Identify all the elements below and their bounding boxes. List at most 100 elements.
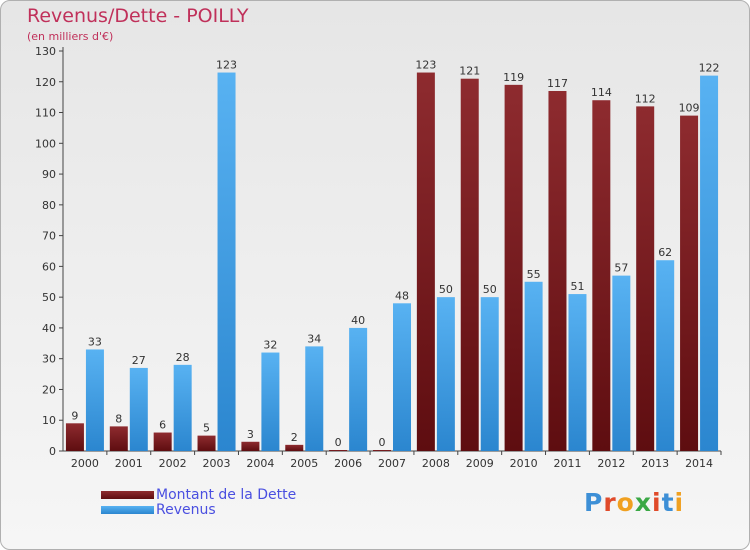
x-tick-label: 2002	[159, 457, 187, 470]
bar-revenus	[85, 349, 104, 451]
legend-swatch-dette	[101, 491, 154, 499]
bar-revenus	[436, 297, 455, 451]
chart-title: Revenus/Dette - POILLY	[27, 5, 249, 27]
data-label-dette: 117	[547, 77, 568, 90]
data-label-revenus: 40	[351, 314, 365, 327]
data-label-revenus: 34	[307, 332, 321, 345]
bar-dette	[416, 72, 435, 452]
data-label-dette: 3	[247, 428, 254, 441]
data-label-revenus: 50	[483, 283, 497, 296]
y-tick-label: 90	[42, 168, 56, 181]
data-label-dette: 112	[635, 92, 656, 105]
x-tick-label: 2009	[466, 457, 494, 470]
bar-revenus	[217, 72, 236, 452]
data-label-dette: 0	[335, 436, 342, 449]
data-label-dette: 114	[591, 86, 612, 99]
data-label-dette: 5	[203, 422, 210, 435]
bar-revenus	[261, 352, 280, 451]
bar-dette	[460, 78, 479, 451]
y-tick-label: 70	[42, 230, 56, 243]
y-tick-label: 30	[42, 353, 56, 366]
bar-revenus	[524, 281, 543, 451]
bar-revenus	[393, 303, 411, 451]
x-tick-label: 2000	[71, 457, 99, 470]
data-labels: 9 33 8 27 6 28 5 123 3 32 2 34 0 40 0 48 123 50 121 50 119 55…	[71, 59, 719, 449]
data-label-dette: 8	[115, 412, 122, 425]
data-label-revenus: 123	[216, 59, 237, 72]
y-tick-label: 110	[35, 107, 56, 120]
bar-dette	[109, 426, 128, 451]
bar-dette	[329, 450, 348, 451]
data-label-dette: 6	[159, 419, 166, 432]
y-tick-label: 130	[35, 45, 56, 58]
y-tick-label: 50	[42, 291, 56, 304]
x-tick-label: 2006	[334, 457, 362, 470]
bar-revenus	[480, 297, 499, 451]
x-tick-label: 2008	[422, 457, 450, 470]
data-label-dette: 123	[415, 59, 436, 72]
legend-label-revenus: Revenus	[156, 502, 216, 518]
bar-dette	[197, 435, 216, 451]
data-label-revenus: 32	[263, 339, 277, 352]
data-label-revenus: 48	[395, 289, 409, 302]
data-label-dette: 119	[503, 71, 524, 84]
y-tick-label: 20	[42, 383, 56, 396]
data-label-dette: 0	[379, 436, 386, 449]
y-tick-label: 60	[42, 260, 56, 273]
bar-revenus	[173, 364, 192, 451]
bar-dette	[548, 91, 567, 451]
bar-revenus	[568, 294, 587, 451]
chart-subtitle: (en milliers d'€)	[27, 30, 114, 43]
data-label-revenus: 55	[527, 268, 541, 281]
bar-dette	[636, 106, 655, 451]
x-tick-label: 2007	[378, 457, 406, 470]
x-tick-label: 2014	[685, 457, 713, 470]
bar-dette	[680, 115, 699, 451]
bar-revenus	[305, 346, 324, 451]
data-label-revenus: 50	[439, 283, 453, 296]
data-label-revenus: 57	[614, 262, 628, 275]
y-tick-label: 40	[42, 322, 56, 335]
x-tick-label: 2011	[553, 457, 581, 470]
data-label-revenus: 51	[570, 280, 584, 293]
y-tick-label: 100	[35, 137, 56, 150]
bar-revenus	[129, 367, 148, 451]
bar-dette	[153, 432, 172, 451]
data-label-revenus: 122	[699, 62, 720, 75]
x-tick-label: 2013	[641, 457, 669, 470]
bar-revenus	[612, 275, 631, 451]
data-label-revenus: 28	[176, 351, 190, 364]
y-tick-label: 80	[42, 199, 56, 212]
bar-dette	[504, 84, 523, 451]
bar-revenus	[349, 327, 368, 451]
y-tick-label: 10	[42, 414, 56, 427]
data-label-dette: 109	[679, 102, 700, 115]
bar-dette	[241, 441, 260, 451]
x-tick-label: 2001	[115, 457, 143, 470]
data-label-revenus: 33	[88, 335, 102, 348]
data-label-dette: 2	[291, 431, 298, 444]
data-label-dette: 9	[71, 409, 78, 422]
legend-label-dette: Montant de la Dette	[156, 487, 297, 503]
y-tick-label: 120	[35, 76, 56, 89]
bar-revenus	[656, 260, 675, 451]
y-tick-label: 0	[49, 445, 56, 458]
bar-revenus	[700, 75, 719, 451]
legend-swatch-revenus	[101, 506, 154, 514]
proxiti-logo: Proxiti	[584, 488, 685, 517]
bars	[65, 72, 719, 452]
x-tick-label: 2012	[597, 457, 625, 470]
data-label-dette: 121	[459, 65, 480, 78]
x-tick-label: 2005	[290, 457, 318, 470]
bar-dette	[65, 423, 84, 451]
bar-dette	[373, 450, 391, 451]
x-tick-label: 2004	[246, 457, 274, 470]
x-tick-label: 2003	[203, 457, 231, 470]
data-label-revenus: 27	[132, 354, 146, 367]
bar-dette	[285, 444, 304, 451]
data-label-revenus: 62	[658, 246, 672, 259]
bar-dette	[592, 100, 611, 451]
